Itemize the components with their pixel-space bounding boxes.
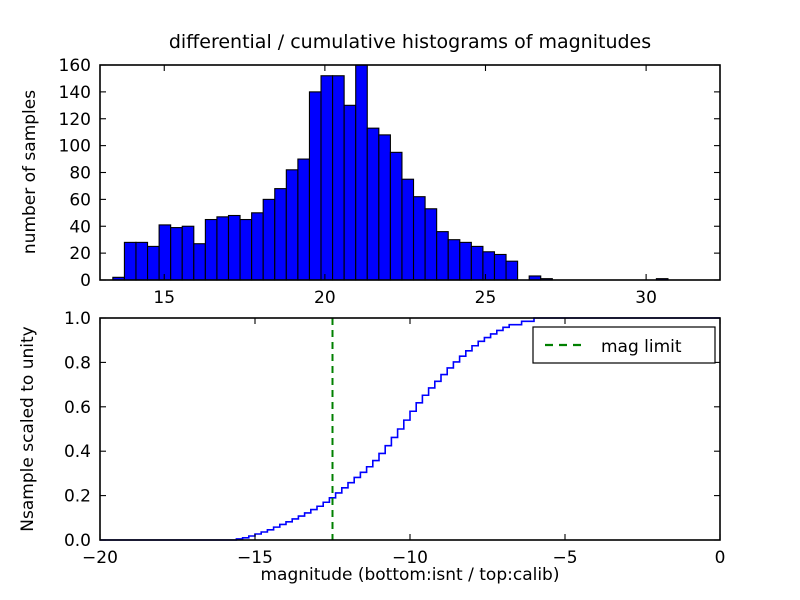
histogram-bar <box>182 226 194 280</box>
histogram-bar <box>367 128 379 280</box>
bottom-y-axis-label: Nsample scaled to unity <box>18 326 38 531</box>
histogram-bar <box>229 216 241 281</box>
histogram-bar <box>252 213 264 280</box>
histogram-bar <box>298 159 310 280</box>
histogram-bar <box>240 220 252 280</box>
top-y-tick-label: 20 <box>69 244 91 264</box>
top-x-tick-label: 30 <box>635 288 657 308</box>
histogram-bar <box>159 225 171 280</box>
top-y-tick-label: 160 <box>59 56 91 76</box>
histogram-bar <box>460 242 472 280</box>
top-x-tick-label: 25 <box>475 288 497 308</box>
bottom-y-tick-label: 0.4 <box>64 442 91 462</box>
bottom-x-tick-label: −20 <box>82 548 118 568</box>
matplotlib-figure: differential / cumulative histograms of … <box>0 0 800 600</box>
histogram-bar <box>390 152 402 280</box>
histogram-bar <box>344 105 356 280</box>
top-y-tick-label: 100 <box>59 137 91 157</box>
histogram-bar <box>205 220 217 280</box>
histogram-bar <box>275 189 287 280</box>
histogram-bar <box>148 246 160 280</box>
top-y-tick-label: 40 <box>69 217 91 237</box>
bottom-x-tick-label: 0 <box>715 548 726 568</box>
histogram-bar <box>471 246 483 280</box>
histogram-bar <box>321 76 333 280</box>
histogram-bar <box>483 252 495 280</box>
top-subplot-differential-histogram: 0 20 40 60 80 100 120 140 160 15 20 25 30 number of… <box>20 56 720 308</box>
bottom-x-axis-label: magnitude (bottom:isnt / top:calib) <box>261 565 560 585</box>
histogram-bar <box>309 92 321 280</box>
bottom-y-tick-label: 0.6 <box>64 398 91 418</box>
histogram-bar <box>494 254 506 280</box>
histogram-bar <box>263 199 275 280</box>
figure-canvas: differential / cumulative histograms of … <box>0 0 800 600</box>
histogram-bar <box>379 135 391 280</box>
bottom-y-tick-label: 0.8 <box>64 353 91 373</box>
top-y-tick-label: 120 <box>59 110 91 130</box>
histogram-bar <box>194 244 206 280</box>
top-y-tick-label: 0 <box>80 271 91 291</box>
histogram-bar <box>437 232 449 280</box>
top-x-tick-label: 15 <box>153 288 175 308</box>
histogram-bar <box>425 209 437 280</box>
histogram-bar <box>217 217 229 280</box>
top-y-tick-label: 80 <box>69 164 91 184</box>
top-y-tick-label: 60 <box>69 190 91 210</box>
top-x-tick-label: 20 <box>314 288 336 308</box>
histogram-bar <box>414 197 426 280</box>
top-y-axis-label: number of samples <box>20 90 40 254</box>
top-y-tick-label: 140 <box>59 83 91 103</box>
histogram-bar <box>448 240 460 280</box>
histogram-bar <box>506 261 518 280</box>
legend: mag limit <box>533 327 715 363</box>
histogram-bar <box>286 170 298 280</box>
histogram-bar <box>402 179 414 280</box>
histogram-bar <box>124 242 136 280</box>
histogram-bar <box>356 65 368 280</box>
bottom-y-tick-label: 1.0 <box>64 309 91 329</box>
histogram-bar <box>171 228 183 280</box>
histogram-bar <box>333 76 345 280</box>
histogram-bar <box>136 242 148 280</box>
chart-title: differential / cumulative histograms of … <box>169 31 651 53</box>
bottom-subplot-cumulative: 0.00.20.40.60.81.0 −20−15−10−50 Nsample … <box>18 309 725 585</box>
legend-mag-limit-label: mag limit <box>601 337 682 357</box>
bottom-y-tick-label: 0.2 <box>64 487 91 507</box>
